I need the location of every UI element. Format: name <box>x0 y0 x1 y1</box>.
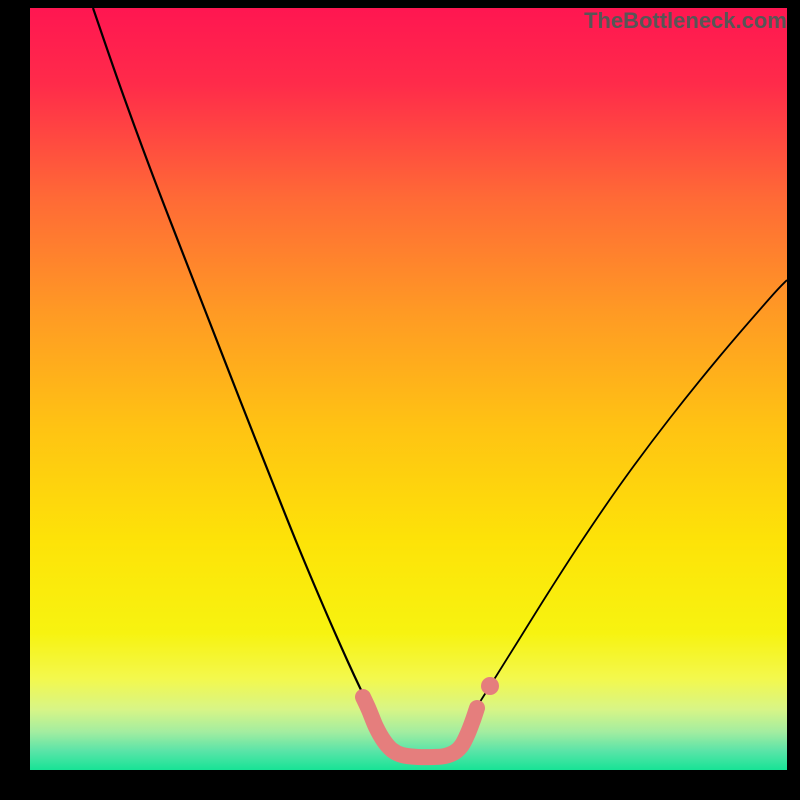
left-curve <box>93 8 370 708</box>
valley-blob <box>481 677 499 695</box>
right-curve <box>470 280 787 718</box>
curves-layer <box>30 8 787 770</box>
watermark-text: TheBottleneck.com <box>584 8 787 34</box>
plot-area <box>30 8 787 770</box>
valley-shape <box>363 697 477 757</box>
chart-frame: TheBottleneck.com <box>0 0 800 800</box>
